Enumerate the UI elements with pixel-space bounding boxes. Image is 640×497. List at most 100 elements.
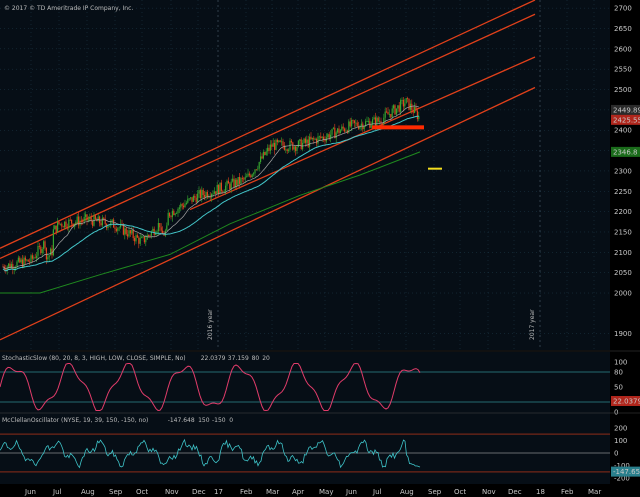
candle-body [209, 196, 211, 198]
candle-body [292, 142, 294, 150]
candle-body [282, 141, 284, 146]
candle-body [22, 259, 24, 268]
candle-body [85, 214, 87, 217]
x-tick-label: Oct [136, 488, 148, 496]
candle-body [178, 207, 180, 209]
candle-body [247, 173, 249, 177]
main-panel-bg [0, 0, 610, 350]
support-highlight [372, 125, 424, 130]
candle-body [374, 117, 376, 127]
candle-body [142, 236, 144, 238]
candle-body [381, 123, 383, 125]
candle-body [240, 178, 242, 184]
candle-body [275, 139, 277, 150]
candle-body [225, 185, 227, 192]
price-label-text: 2346.8 [613, 148, 638, 156]
candle-body [285, 149, 287, 151]
x-tick-label: Jun [345, 488, 357, 496]
candle-body [128, 230, 130, 237]
candle-body [78, 216, 80, 226]
candle-body [395, 108, 397, 115]
candle-body [393, 105, 395, 109]
candle-body [258, 162, 260, 169]
candle-body [279, 140, 281, 142]
candle-body [229, 183, 231, 190]
candle-body [177, 208, 179, 214]
candle-body [110, 221, 112, 226]
candle-body [290, 140, 292, 143]
stoch-legend-item: 22.0379 [201, 355, 226, 362]
candle-body [156, 231, 158, 234]
candle-body [54, 225, 56, 230]
candle-body [372, 119, 374, 125]
y-tick-label: 2000 [614, 290, 632, 298]
candle-body [27, 259, 29, 262]
candle-body [241, 178, 243, 180]
candle-body [90, 217, 92, 222]
candle-body [143, 236, 145, 243]
candle-body [250, 175, 252, 178]
candle-body [320, 136, 322, 139]
candle-body [370, 124, 372, 128]
candle-body [72, 223, 74, 227]
x-tick-label: Feb [240, 488, 253, 496]
candle-body [114, 227, 116, 229]
candle-body [205, 192, 207, 198]
x-tick-label: Dec [508, 488, 522, 496]
stoch-y-tick: 100 [614, 359, 627, 367]
candle-body [34, 257, 36, 259]
candle-body [48, 255, 50, 258]
candle-body [213, 191, 215, 194]
candle-body [254, 169, 256, 174]
candle-body [310, 136, 312, 140]
candle-body [398, 105, 400, 112]
mcc-value-text: -147.65 [613, 468, 640, 476]
candle-body [227, 180, 229, 184]
candle-body [376, 117, 378, 127]
candle-body [304, 138, 306, 143]
candle-body [407, 97, 409, 99]
candle-body [355, 122, 357, 124]
candle-body [257, 168, 259, 170]
candle-body [17, 257, 19, 262]
mcc-legend-item: 150 [198, 417, 210, 424]
candle-body [157, 222, 159, 232]
candle-body [379, 121, 381, 123]
candle-body [113, 219, 115, 228]
candle-body [243, 178, 245, 180]
candle-body [9, 263, 11, 269]
candle-body [47, 257, 49, 260]
candle-body [246, 176, 248, 178]
candle-body [162, 230, 164, 235]
candle-body [148, 235, 150, 236]
candle-body [141, 237, 143, 239]
candle-body [388, 113, 390, 115]
candle-body [335, 132, 337, 139]
candle-body [324, 139, 326, 142]
candle-body [363, 126, 365, 130]
candle-body [327, 134, 329, 138]
candle-body [76, 216, 78, 223]
candle-body [79, 220, 81, 226]
candle-body [281, 141, 283, 143]
candle-body [359, 125, 361, 129]
mcc-legend-item: -150 [212, 417, 226, 424]
x-tick-label: Sep [109, 488, 123, 496]
y-tick-label: 2400 [614, 127, 632, 135]
candle-body [295, 146, 297, 151]
candle-body [139, 237, 141, 244]
candle-body [219, 182, 221, 195]
price-label-text: 2425.55 [613, 116, 640, 124]
mcc-legend-item: -147.648 [168, 417, 195, 424]
candle-body [198, 190, 200, 194]
candle-body [108, 225, 110, 227]
candle-body [115, 228, 117, 231]
x-tick-label: Sep [428, 488, 442, 496]
x-year-label: 17 [214, 488, 223, 496]
candle-body [171, 210, 173, 218]
candle-body [260, 156, 262, 163]
candle-body [201, 189, 203, 199]
candle-body [19, 257, 21, 263]
candle-body [265, 151, 267, 155]
candle-body [187, 198, 189, 203]
